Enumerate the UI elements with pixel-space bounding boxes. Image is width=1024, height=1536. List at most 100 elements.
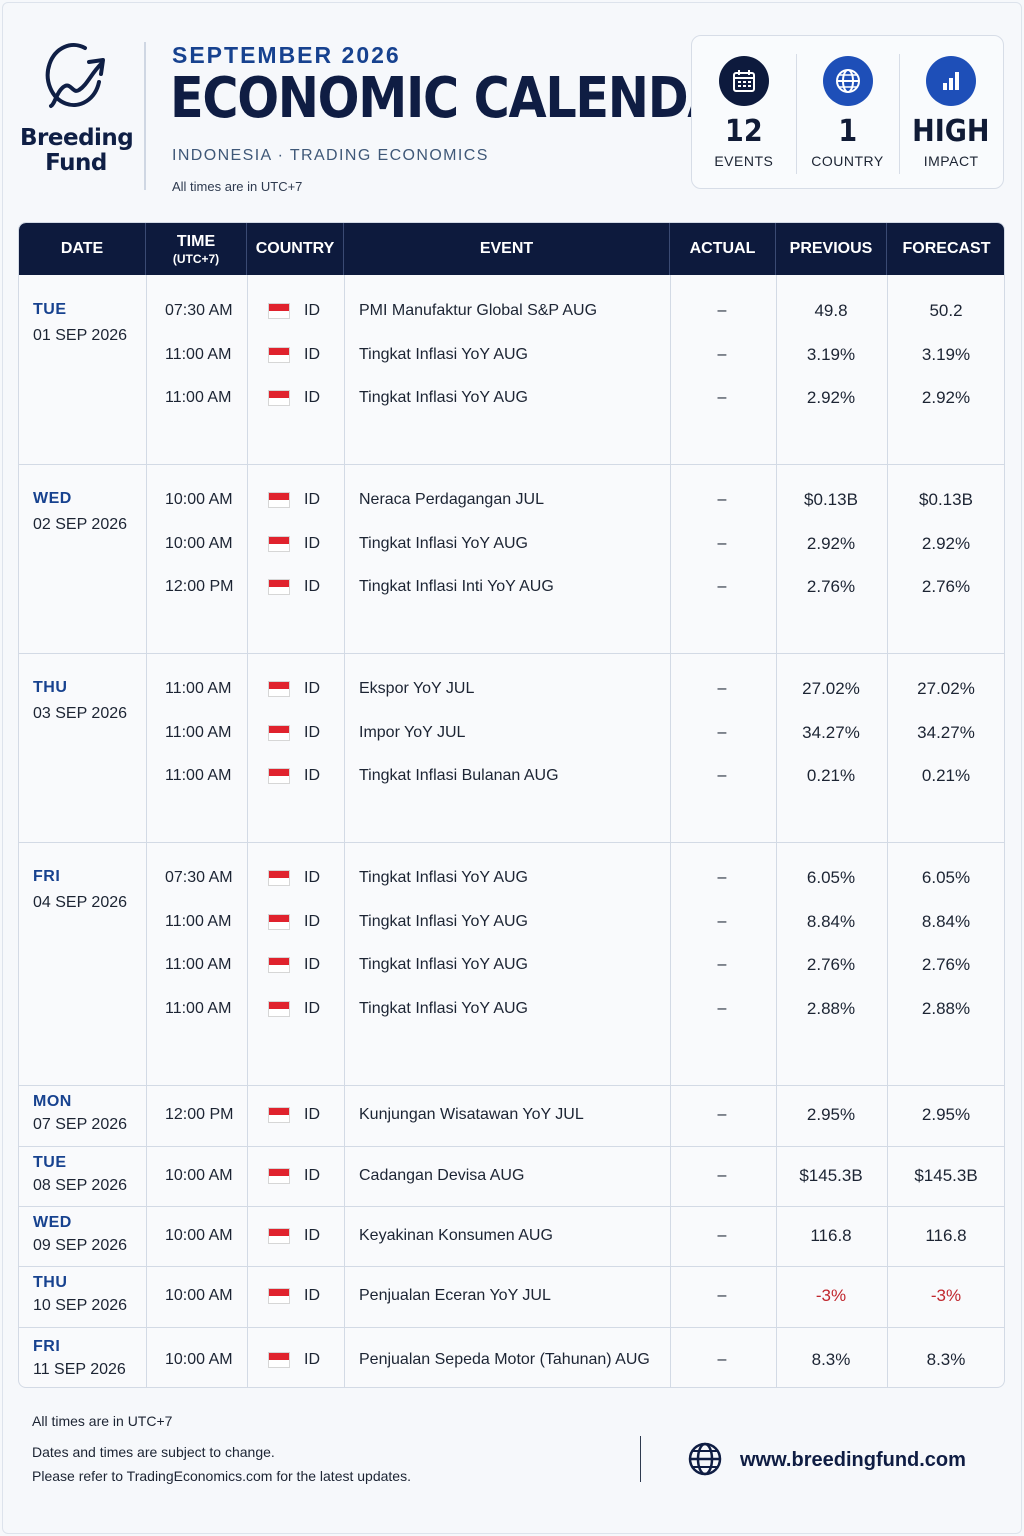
event-time: 11:00 AM [165,680,232,697]
indonesia-flag-icon [268,390,290,406]
indonesia-flag-icon [268,768,290,784]
day-of-week: FRI [33,1338,61,1355]
indonesia-flag-icon [268,1352,290,1368]
forecast-value: 2.92% [921,533,971,553]
row-divider [19,1084,1004,1086]
previous-value: 6.05% [806,868,856,887]
column-divider [146,275,147,1387]
country-code: ID [304,345,320,363]
event-time: 10:00 AM [165,491,233,508]
country-code: ID [304,723,320,741]
country-code: ID [304,680,320,697]
country-code: ID [304,302,320,319]
event-name: Tingkat Inflasi YoY AUG [359,345,528,363]
col-header-previous: PREVIOUS [776,223,887,275]
indonesia-flag-icon [268,303,290,319]
country-code: ID [304,1166,320,1184]
bar-chart-icon [926,56,977,106]
event-time: 07:30 AM [165,302,233,319]
event-time: 11:00 AM [165,389,232,406]
header: Breeding Fund SEPTEMBER 2026 ECONOMIC CA… [0,0,1024,210]
event-name: Tingkat Inflasi YoY AUG [359,389,528,406]
stat-events: 12 EVENTS [692,36,796,188]
brand-name-line1: Breeding [20,125,134,151]
stat-events-label: EVENTS [714,153,774,169]
website-link[interactable]: www.breedingfund.com [740,1449,966,1471]
event-name: Tingkat Inflasi YoY AUG [359,999,528,1017]
actual-value: – [717,956,727,973]
event-name: Tingkat Inflasi YoY AUG [359,869,528,886]
event-name: Tingkat Inflasi Bulanan AUG [359,767,559,784]
actual-value: – [717,869,727,886]
event-name: Tingkat Inflasi Inti YoY AUG [359,578,554,595]
previous-value: 34.27% [802,722,860,742]
day-date: 01 SEP 2026 [33,327,128,344]
previous-value: $0.13B [804,490,858,509]
country-code: ID [304,534,320,552]
day-label: THU 03 SEP 2026 [33,679,127,723]
event-name: Tingkat Inflasi YoY AUG [359,534,528,552]
country-code: ID [304,491,320,508]
event-time: 07:30 AM [165,869,233,886]
col-header-time: TIME (UTC+7) [146,223,247,275]
row-divider [19,1265,1004,1267]
event-name: Keyakinan Konsumen AUG [359,1226,553,1244]
col-header-country: COUNTRY [247,223,344,275]
event-time: 11:00 AM [165,912,232,930]
day-of-week: WED [33,490,72,507]
col-header-event: EVENT [344,223,670,275]
country-code: ID [304,767,320,784]
globe-icon [688,1442,722,1481]
event-time: 12:00 PM [165,1106,234,1123]
actual-value: – [717,491,727,508]
indonesia-flag-icon [268,1107,290,1123]
row-divider [19,464,1004,465]
stat-country-label: COUNTRY [811,153,884,169]
country-code: ID [304,1287,320,1304]
event-name: Tingkat Inflasi YoY AUG [359,912,528,930]
indonesia-flag-icon [268,1000,290,1017]
col-header-date: DATE [19,223,146,275]
day-of-week: WED [33,1213,72,1231]
row-divider [19,1326,1004,1328]
day-of-week: TUE [33,1153,67,1171]
event-time: 11:00 AM [165,999,232,1017]
previous-value: 2.76% [806,955,856,974]
stat-impact-label: IMPACT [923,153,979,169]
event-name: Impor YoY JUL [359,723,466,741]
column-divider [887,275,888,1387]
day-of-week: TUE [33,301,67,318]
day-label: FRI 04 SEP 2026 [33,868,127,912]
globe-icon [822,56,873,106]
country-code: ID [304,912,320,930]
day-date: 10 SEP 2026 [33,1297,128,1314]
event-time: 11:00 AM [165,767,232,784]
country-code: ID [304,956,320,973]
indonesia-flag-icon [268,724,290,741]
day-label: WED 02 SEP 2026 [33,490,127,534]
forecast-value: 34.27% [917,722,975,742]
day-date: 03 SEP 2026 [33,705,128,722]
previous-value: -3% [815,1286,847,1305]
actual-value: – [717,345,727,363]
previous-value: 8.3% [811,1350,851,1369]
indonesia-flag-icon [268,681,290,697]
row-divider [19,1145,1004,1147]
event-name: Tingkat Inflasi YoY AUG [359,956,528,973]
row-divider [19,1205,1004,1207]
brand-logo[interactable]: Breeding Fund [20,40,134,176]
previous-value: 0.21% [806,766,856,785]
event-name: Kunjungan Wisatawan YoY JUL [359,1106,584,1123]
forecast-value: 27.02% [917,679,975,698]
indonesia-flag-icon [268,535,290,552]
previous-value: 2.76% [806,577,856,596]
day-of-week: FRI [33,868,61,885]
event-time: 10:00 AM [165,534,233,552]
forecast-value: 2.76% [921,577,971,596]
day-label: TUE 01 SEP 2026 [33,301,127,345]
forecast-value: 0.21% [921,766,971,785]
country-code: ID [304,1351,320,1368]
forecast-value: 6.05% [921,868,971,887]
event-name: Penjualan Sepeda Motor (Tahunan) AUG [359,1351,650,1368]
stat-country: 1 COUNTRY [795,36,900,188]
